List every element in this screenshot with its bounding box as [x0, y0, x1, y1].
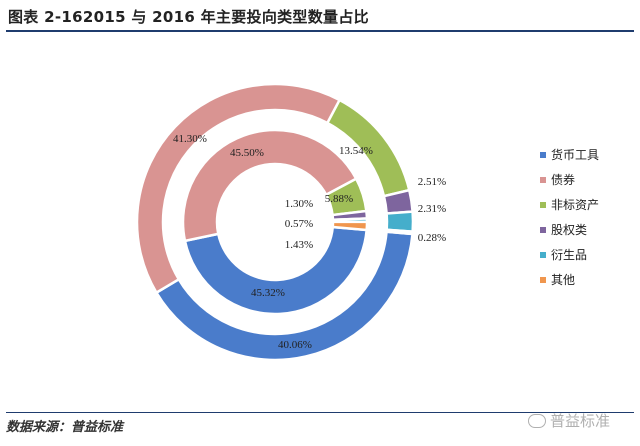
outer-label-5: 0.28%	[418, 232, 446, 244]
outer-slice-4	[385, 210, 415, 233]
footer-divider	[6, 412, 634, 413]
legend-label-2: 非标资产	[551, 198, 599, 212]
watermark-text: 普益标准	[549, 412, 610, 430]
outer-label-4: 2.31%	[418, 203, 446, 215]
inner-slice-5	[331, 220, 369, 232]
inner-label-1: 45.50%	[230, 147, 264, 159]
outer-slice-1	[135, 82, 342, 295]
source-note: 数据来源：普益标准	[6, 420, 124, 435]
inner-label-4: 0.57%	[285, 218, 313, 230]
legend-label-1: 债券	[551, 172, 575, 187]
title-divider	[6, 30, 634, 32]
inner-slice-0	[183, 225, 369, 316]
legend-label-5: 其他	[551, 273, 575, 287]
outer-label-1: 41.30%	[173, 133, 207, 145]
wechat-icon	[527, 413, 546, 428]
inner-label-3: 1.30%	[285, 198, 313, 210]
chart-title: 图表 2-162015 与 2016 年主要投向类型数量占比	[8, 8, 369, 26]
legend-swatch-0	[540, 152, 546, 158]
outer-slice-5	[385, 228, 414, 236]
outer-label-0: 40.06%	[278, 339, 312, 351]
legend-swatch-1	[540, 177, 546, 183]
legend-label-4: 衍生品	[551, 248, 587, 262]
inner-label-0: 45.32%	[251, 287, 285, 299]
inner-slice-1	[181, 128, 358, 243]
legend-swatch-4	[540, 252, 546, 258]
legend-swatch-5	[540, 277, 546, 283]
outer-label-2: 13.54%	[339, 145, 373, 157]
inner-label-2: 5.88%	[325, 193, 353, 205]
inner-label-5: 1.43%	[285, 239, 313, 251]
legend-label-3: 股权类	[551, 223, 587, 237]
watermark: 普益标准	[527, 410, 610, 431]
legend-label-0: 货币工具	[551, 147, 599, 162]
outer-label-3: 2.51%	[418, 176, 446, 188]
legend-swatch-2	[540, 202, 546, 208]
legend-swatch-3	[540, 227, 546, 233]
